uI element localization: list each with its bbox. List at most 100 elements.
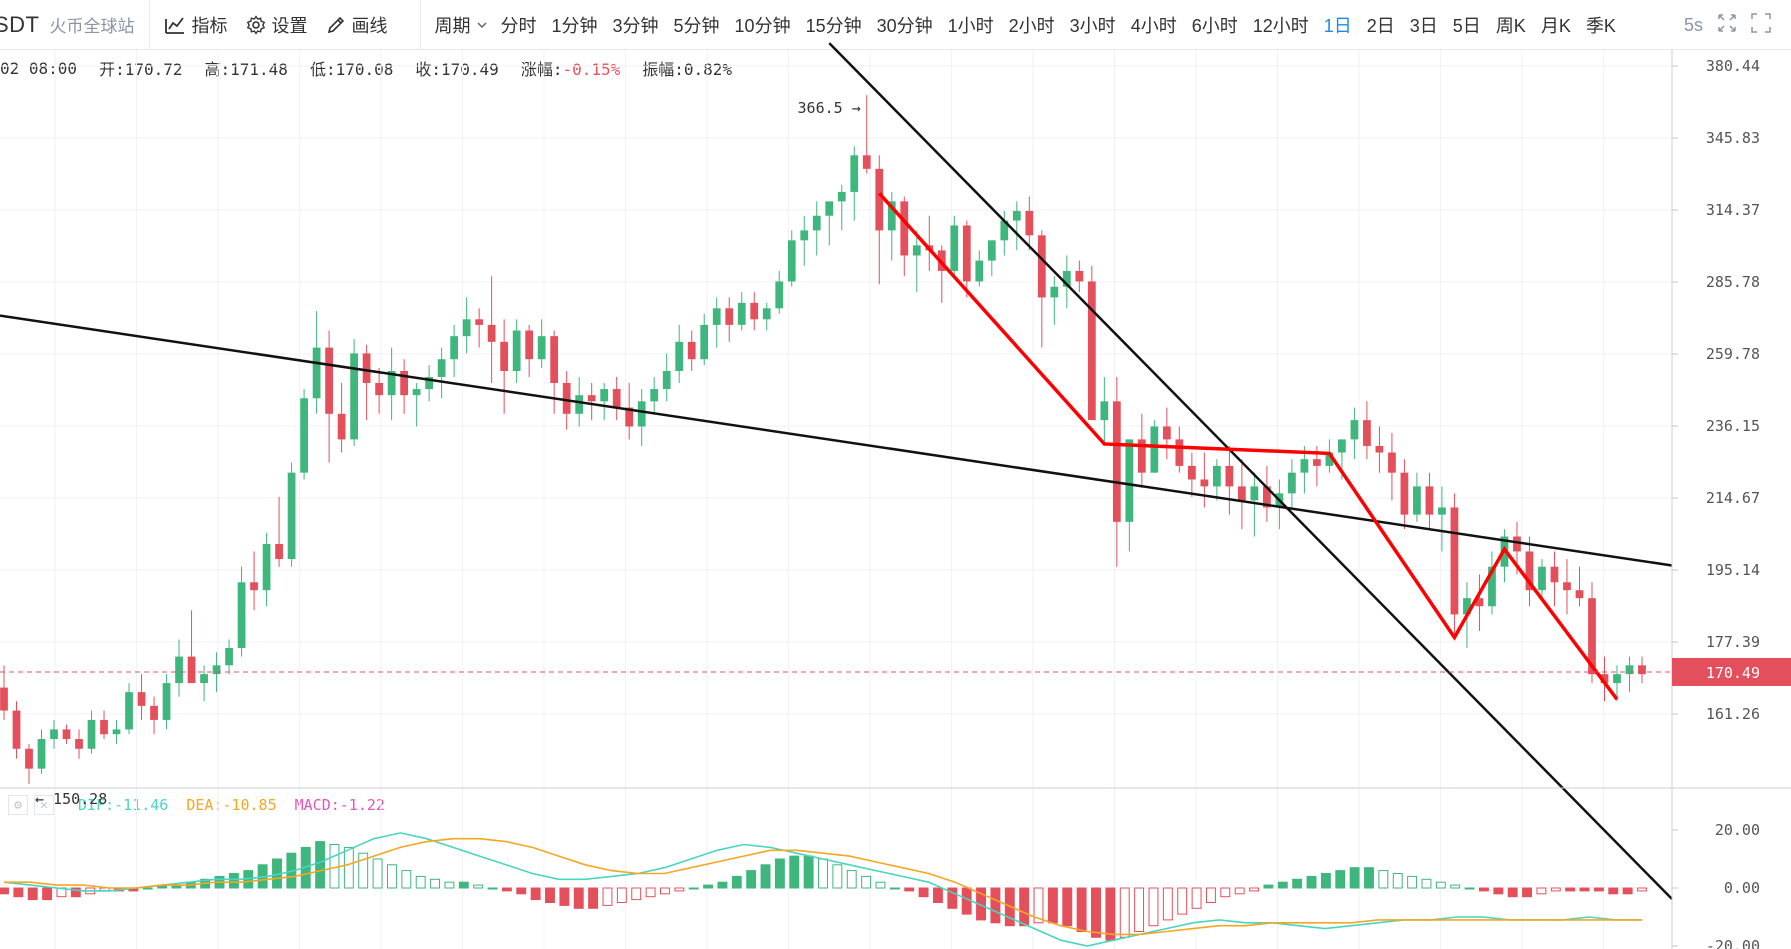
candle-body xyxy=(1212,465,1221,487)
candle xyxy=(1238,459,1246,530)
macd-histogram-bar xyxy=(1565,887,1576,892)
toolbar-divider xyxy=(148,0,150,50)
period-item[interactable]: 3小时 xyxy=(1069,15,1116,36)
candle-body xyxy=(187,656,196,684)
candle xyxy=(137,674,146,720)
period-item[interactable]: 30分钟 xyxy=(876,15,933,36)
period-item[interactable]: 3分钟 xyxy=(612,15,659,36)
candle xyxy=(275,496,283,567)
dif-line xyxy=(3,832,1642,947)
symbol-label[interactable]: SDT xyxy=(0,11,40,37)
macd-histogram-bar xyxy=(530,887,541,901)
macd-histogram-bar xyxy=(1177,887,1188,915)
exchange-label: 火币全球站 xyxy=(49,17,135,36)
candle-body xyxy=(1050,286,1059,298)
macd-histogram-bar xyxy=(1234,887,1245,895)
price-tick-label: 380.44 xyxy=(1706,57,1760,75)
fullscreen-icon[interactable] xyxy=(1717,13,1737,38)
candle xyxy=(700,313,709,366)
macd-histogram-bar xyxy=(200,878,211,889)
candle xyxy=(1638,656,1646,684)
period-item[interactable]: 1日 xyxy=(1323,15,1352,36)
candle xyxy=(0,665,8,720)
macd-histogram-bar xyxy=(674,887,685,892)
macd-histogram-bar xyxy=(386,864,397,889)
price-tick-label: 285.78 xyxy=(1706,273,1760,291)
candle-body xyxy=(1263,486,1271,508)
macd-histogram-bar xyxy=(185,881,196,889)
period-item[interactable]: 周K xyxy=(1495,15,1526,36)
toolbar-right: 5s xyxy=(1670,0,1771,50)
period-item[interactable]: 12小时 xyxy=(1252,15,1309,36)
period-item[interactable]: 月K xyxy=(1540,15,1571,36)
candle xyxy=(875,155,884,285)
indicators-button[interactable]: 指标 xyxy=(164,12,228,38)
refresh-interval[interactable]: 5s xyxy=(1683,14,1703,35)
candle xyxy=(1062,255,1071,309)
period-item[interactable]: 5日 xyxy=(1452,15,1481,36)
macd-histogram-bar xyxy=(1622,887,1633,895)
macd-histogram-bar xyxy=(430,878,441,889)
period-item[interactable]: 4小时 xyxy=(1130,15,1177,36)
price-tick-label: 177.39 xyxy=(1706,633,1760,651)
close-icon[interactable]: ✕ xyxy=(34,795,54,815)
draw-line-button[interactable]: 画线 xyxy=(326,12,388,38)
period-dropdown[interactable]: 周期 xyxy=(435,12,489,38)
candle xyxy=(1500,529,1509,583)
period-item[interactable]: 15分钟 xyxy=(805,15,862,36)
period-item[interactable]: 2小时 xyxy=(1008,15,1055,36)
candle xyxy=(1037,230,1046,348)
candle xyxy=(1338,439,1346,480)
candle xyxy=(1613,665,1621,702)
settings-button[interactable]: 设置 xyxy=(246,12,308,38)
period-item[interactable]: 10分钟 xyxy=(734,15,791,36)
candle xyxy=(1288,459,1296,508)
last-price-tag xyxy=(1672,657,1791,686)
macd-histogram-bar xyxy=(1550,887,1561,892)
chart-toolbar: SDT 火币全球站 指标 设置 画线 周期 分时 1分钟 3分钟 5分钟 10分钟 15分… xyxy=(0,0,1791,50)
candle-body xyxy=(1625,665,1634,675)
candle-body xyxy=(1475,598,1484,607)
candle-body xyxy=(950,225,959,271)
macd-tick-label: 20.00 xyxy=(1715,821,1760,839)
period-item[interactable]: 分时 xyxy=(500,15,537,36)
macd-histogram-bar xyxy=(1205,887,1216,903)
candle xyxy=(962,220,971,298)
candle xyxy=(1600,656,1609,702)
candle xyxy=(1112,376,1121,567)
price-tick-label: 345.83 xyxy=(1706,129,1760,147)
period-item[interactable]: 季K xyxy=(1585,15,1616,36)
candle-body xyxy=(412,389,421,396)
candle xyxy=(1300,445,1309,494)
period-item[interactable]: 5分钟 xyxy=(673,15,720,36)
candle-body xyxy=(575,395,584,414)
candle xyxy=(750,292,759,331)
ohlc-change: 涨幅:-0.15% xyxy=(521,56,620,80)
macd-histogram-bar xyxy=(1349,867,1360,889)
ohlc-change-value: -0.15% xyxy=(562,60,621,79)
candle xyxy=(500,319,509,414)
period-item[interactable]: 2日 xyxy=(1366,15,1395,36)
candle-body xyxy=(1125,439,1134,522)
candle-body xyxy=(1563,582,1571,591)
period-item[interactable]: 3日 xyxy=(1409,15,1438,36)
candle-body xyxy=(625,407,634,427)
candle-body xyxy=(1250,486,1259,501)
ohlc-close: 收:170.49 xyxy=(415,60,499,79)
candle xyxy=(912,230,921,293)
period-item[interactable]: 1小时 xyxy=(947,15,994,36)
price-tick-label: 259.78 xyxy=(1706,345,1760,363)
macd-histogram-bar xyxy=(42,887,53,901)
candle-body xyxy=(637,401,646,427)
period-item[interactable]: 1分钟 xyxy=(551,15,598,36)
candle-body xyxy=(62,729,71,740)
candle xyxy=(1150,420,1159,473)
indicator-settings-icon[interactable]: ⚙ xyxy=(8,795,28,815)
candle xyxy=(1325,439,1334,473)
screenshot-icon[interactable] xyxy=(1751,12,1771,38)
macd-histogram-bar xyxy=(1134,887,1145,932)
period-item[interactable]: 6小时 xyxy=(1191,15,1238,36)
candle xyxy=(212,652,221,693)
candle-body xyxy=(962,225,971,282)
candle-body xyxy=(850,155,859,192)
